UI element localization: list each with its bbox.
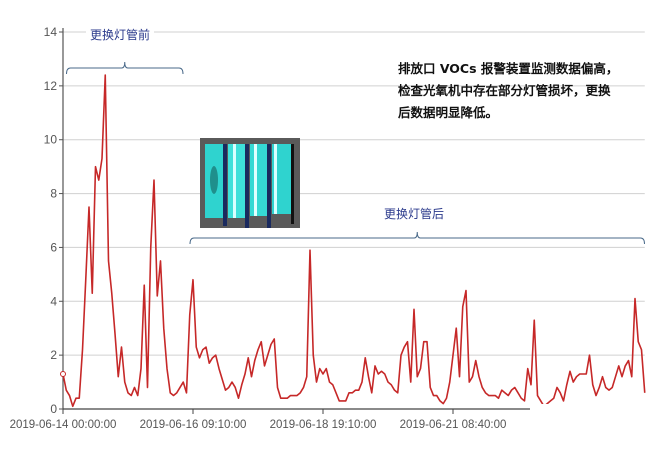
annotation-brace [66,61,184,75]
series-line [62,74,646,408]
image-artifact [530,404,672,410]
note-line: 排放口 VOCs 报警装置监测数据偏高， [398,61,619,76]
annotation-note: 排放口 VOCs 报警装置监测数据偏高， 检查光氧机中存在部分灯管损坏，更换 后… [398,58,648,124]
y-tick-label: 0 [50,402,57,416]
y-tick-label: 10 [44,133,58,147]
y-tick-label: 12 [44,79,58,93]
note-line: 后数据明显降低。 [398,105,499,120]
x-tick-label: 2019-06-14 00:00:00 [10,419,117,431]
x-tick-label: 2019-06-16 09:10:00 [140,419,247,431]
x-tick-label: 2019-06-21 08:40:00 [400,419,507,431]
x-axis: 2019-06-14 00:00:00 2019-06-16 09:10:00 20… [10,408,645,431]
x-tick-label: 2019-06-18 19:10:00 [270,419,377,431]
annotation-before-label: 更换灯管前 [86,26,155,43]
annotation-brace [189,231,645,245]
note-line: 检查光氧机中存在部分灯管损坏，更换 [398,83,611,98]
y-tick-label: 6 [50,240,57,254]
series-start-marker [60,370,66,377]
y-axis: 0 2 4 6 8 10 12 14 [44,25,64,416]
y-tick-label: 8 [50,187,57,201]
uv-lamp-photo [200,138,300,228]
annotation-after-label: 更换灯管后 [380,205,449,222]
y-tick-label: 2 [50,348,57,362]
annotation-braces [66,61,645,245]
y-tick-label: 14 [44,25,58,39]
y-tick-label: 4 [50,294,57,308]
gridlines [63,31,645,356]
